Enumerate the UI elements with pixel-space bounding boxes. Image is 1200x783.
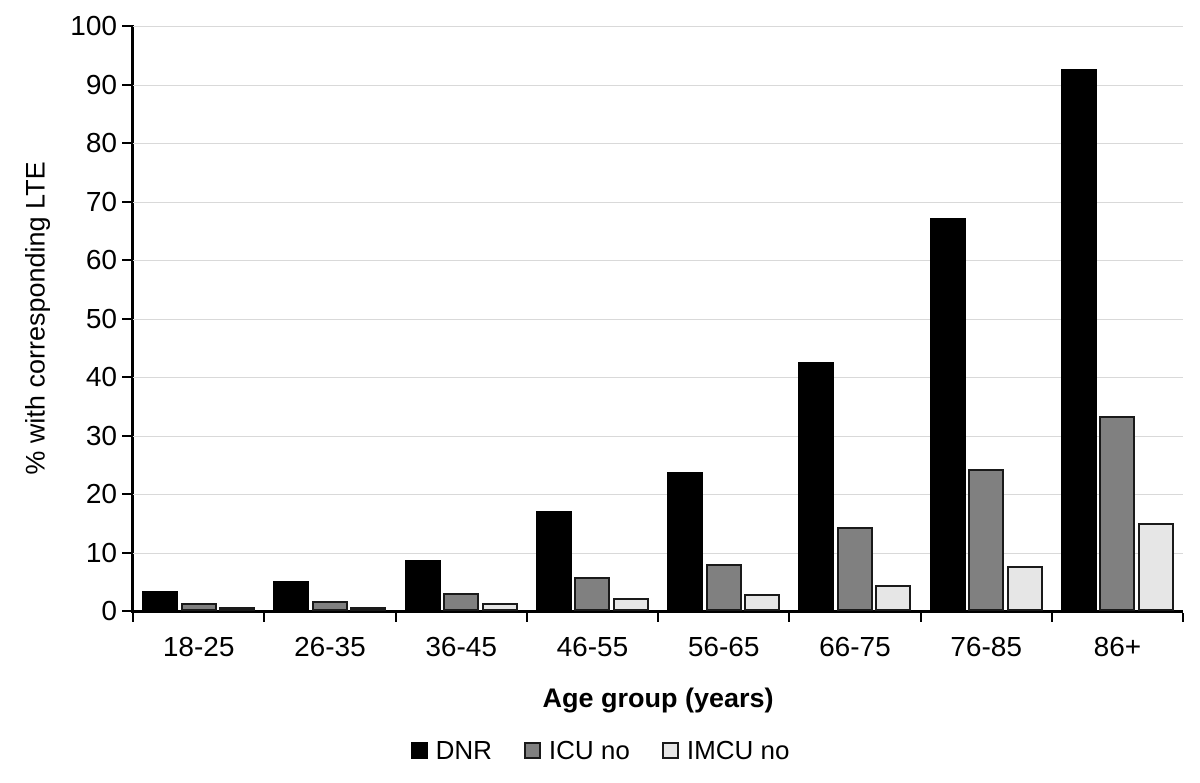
x-axis-tick: [1050, 613, 1053, 622]
x-axis-tick: [1182, 613, 1184, 622]
legend-label-dnr: DNR: [435, 735, 492, 765]
x-category-label: 46-55: [556, 631, 629, 662]
bar-dnr: [667, 471, 704, 611]
bar-imcu-no: [612, 598, 649, 611]
y-tick-label: 30: [85, 419, 117, 451]
gridline: [133, 84, 1183, 86]
y-axis-tick: [122, 317, 131, 320]
bar-dnr: [273, 581, 310, 611]
x-axis-tick: [394, 613, 397, 622]
bar-icu-no: [836, 527, 873, 611]
legend-item-imcu-no: IMCU no: [661, 735, 790, 766]
legend-label-icu-no: ICU no: [548, 735, 630, 765]
bar-dnr: [142, 590, 179, 611]
gridline: [133, 552, 1183, 554]
x-axis-tick: [525, 613, 528, 622]
bar-icu-no: [968, 469, 1005, 611]
y-axis-tick: [122, 434, 131, 437]
x-axis-tick: [788, 613, 791, 622]
y-tick-label: 10: [85, 536, 117, 568]
y-axis-tick: [122, 376, 131, 378]
x-category-label: 76-85: [950, 631, 1022, 662]
y-tick-label: 40: [85, 361, 117, 392]
bar-imcu-no: [219, 607, 256, 611]
bar-dnr: [535, 510, 572, 611]
y-axis-title: % with corresponding LTE: [20, 161, 51, 475]
gridline: [133, 435, 1183, 437]
gridline: [133, 26, 1183, 27]
gridline: [133, 318, 1183, 320]
y-tick-label: 0: [101, 595, 117, 626]
y-tick-label: 100: [70, 10, 117, 41]
bar-dnr: [404, 559, 441, 611]
bar-dnr: [798, 362, 835, 611]
y-tick-label: 20: [85, 478, 117, 509]
x-category-label: 36-45: [425, 631, 497, 662]
x-category-label: 18-25: [162, 631, 235, 662]
x-category-label: 26-35: [294, 631, 366, 662]
y-tick-label: 50: [85, 302, 117, 334]
y-tick-label: 80: [85, 127, 117, 158]
x-category-label: 66-75: [819, 631, 891, 662]
icu-no-swatch-icon: [523, 742, 541, 759]
imcu-no-swatch-icon: [661, 742, 679, 759]
x-category-label: 56-65: [687, 631, 760, 662]
y-axis-tick: [122, 259, 131, 261]
bar-imcu-no: [1006, 565, 1043, 611]
x-axis-tick: [263, 613, 266, 622]
bar-imcu-no: [875, 585, 912, 611]
x-axis-line: [131, 610, 1183, 613]
y-tick-label: 90: [85, 68, 117, 100]
bar-imcu-no: [481, 602, 518, 611]
x-axis-tick: [919, 613, 922, 622]
y-axis-tick: [122, 610, 131, 612]
bar-icu-no: [443, 592, 480, 611]
legend-item-dnr: DNR: [410, 735, 492, 766]
bar-icu-no: [311, 601, 348, 611]
plot-area: 0 10 20 30 40 50 60 70 80 90 100 18-25 26-35 36-45 46-…: [70, 12, 1184, 661]
y-tick-label: 60: [85, 244, 117, 275]
gridline: [133, 201, 1183, 203]
y-axis-tick: [122, 493, 131, 495]
bar-dnr: [929, 218, 966, 611]
dnr-swatch-icon: [410, 742, 428, 759]
y-tick-label: 70: [85, 185, 117, 217]
gridline: [133, 377, 1183, 378]
y-axis-tick: [122, 200, 131, 203]
x-axis-tick: [132, 613, 134, 622]
bar-icu-no: [574, 576, 611, 611]
bar-icu-no: [1099, 416, 1136, 611]
y-axis-tick: [122, 142, 131, 144]
gridline: [133, 143, 1183, 144]
gridline: [133, 494, 1183, 495]
bar-dnr: [1060, 69, 1097, 611]
legend-label-imcu-no: IMCU no: [686, 735, 790, 765]
legend-item-icu-no: ICU no: [523, 735, 630, 766]
y-axis-tick: [122, 83, 131, 86]
x-axis-tick: [657, 613, 659, 622]
x-axis-title: Age group (years): [542, 683, 774, 713]
x-category-label: 86+: [1093, 631, 1142, 662]
bar-imcu-no: [1137, 523, 1174, 611]
bar-imcu-no: [744, 594, 781, 611]
gridline: [133, 260, 1183, 261]
y-axis-tick: [122, 551, 131, 554]
legend: DNR ICU no IMCU no: [0, 735, 1200, 766]
bar-icu-no: [180, 603, 217, 611]
bar-imcu-no: [350, 607, 387, 611]
y-axis-line: [131, 25, 134, 613]
y-axis-tick: [122, 25, 131, 27]
bar-icu-no: [705, 564, 742, 611]
